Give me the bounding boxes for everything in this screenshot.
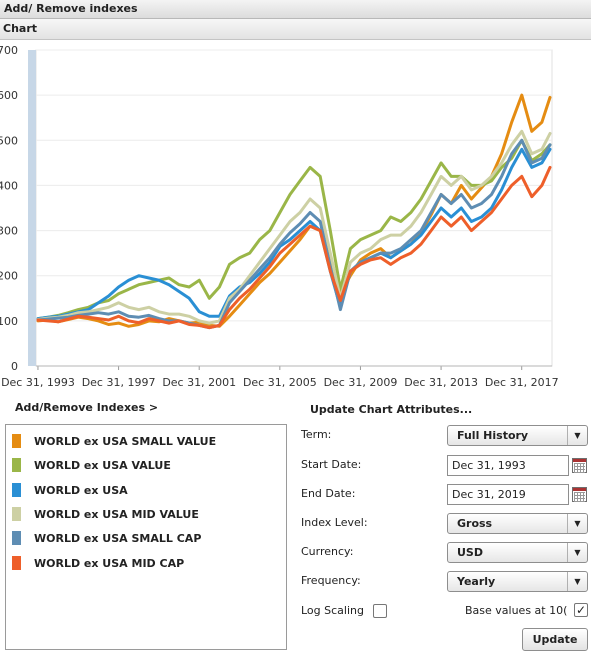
legend-label: WORLD ex USA MID VALUE (34, 507, 199, 521)
series-line (36, 165, 552, 330)
legend-swatch (12, 531, 21, 545)
performance-chart: 0 100 200 300 400 500 600 700 Dec 31, 1993 Dec 31… (0, 44, 559, 389)
calendar-icon[interactable] (572, 487, 587, 502)
legend-item[interactable]: WORLD ex USA SMALL CAP (12, 530, 201, 546)
legend-item[interactable]: WORLD ex USA MID VALUE (12, 506, 199, 522)
frequency-select[interactable]: Yearly ▼ (447, 571, 588, 592)
currency-value: USD (457, 546, 483, 559)
legend-swatch (12, 458, 21, 472)
x-tick-label: Dec 31, 2005 (243, 376, 317, 389)
index-level-label: Index Level: (301, 516, 368, 529)
add-remove-indexes-link[interactable]: Add/Remove Indexes > (15, 401, 159, 414)
log-scaling-label: Log Scaling (301, 604, 364, 617)
x-tick-label: Dec 31, 2001 (162, 376, 236, 389)
series-line (36, 147, 552, 321)
y-tick-label: 100 (0, 315, 18, 328)
legend-item[interactable]: WORLD ex USA MID CAP (12, 555, 184, 571)
legend-label: WORLD ex USA (34, 483, 128, 497)
term-value: Full History (457, 429, 529, 442)
checkmark-icon: ✓ (575, 603, 587, 617)
y-tick-label: 600 (0, 89, 18, 102)
legend-item[interactable]: WORLD ex USA SMALL VALUE (12, 433, 216, 449)
legend-label: WORLD ex USA MID CAP (34, 556, 185, 570)
update-button[interactable]: Update (522, 628, 588, 651)
calendar-icon[interactable] (572, 458, 587, 473)
base-values-label: Base values at 10( (465, 604, 568, 617)
x-tick-label: Dec 31, 2013 (404, 376, 478, 389)
base-values-checkbox[interactable]: ✓ (574, 603, 588, 617)
legend-swatch (12, 483, 21, 497)
series-line (36, 138, 552, 330)
chevron-down-icon[interactable]: ▼ (567, 514, 587, 533)
legend-item[interactable]: WORLD ex USA (12, 482, 128, 498)
currency-label: Currency: (301, 545, 354, 558)
y-tick-label: 700 (0, 44, 18, 57)
y-tick-label: 200 (0, 270, 18, 283)
chevron-down-icon[interactable]: ▼ (567, 543, 587, 562)
x-tick-label: Dec 31, 1993 (1, 376, 75, 389)
legend-item[interactable]: WORLD ex USA VALUE (12, 457, 171, 473)
currency-select[interactable]: USD ▼ (447, 542, 588, 563)
series-line (36, 129, 552, 325)
y-tick-label: 300 (0, 225, 18, 238)
index-legend-list: WORLD ex USA SMALL VALUE WORLD ex USA VA… (5, 424, 287, 650)
legend-label: WORLD ex USA VALUE (34, 458, 171, 472)
series-line (36, 93, 552, 328)
x-tick-label: Dec 31, 2009 (324, 376, 398, 389)
y-tick-label: 0 (11, 360, 18, 373)
end-date-input[interactable]: Dec 31, 2019 (447, 484, 569, 505)
chart-area: 0 100 200 300 400 500 600 700 Dec 31, 1993 Dec 31… (0, 40, 591, 392)
index-level-value: Gross (457, 517, 493, 530)
chevron-down-icon[interactable]: ▼ (567, 572, 587, 591)
start-date-label: Start Date: (301, 458, 362, 471)
log-scaling-checkbox[interactable] (373, 604, 387, 618)
update-chart-attributes-title: Update Chart Attributes... (310, 403, 473, 416)
frequency-value: Yearly (457, 575, 496, 588)
x-tick-label: Dec 31, 2017 (485, 376, 559, 389)
legend-swatch (12, 556, 21, 570)
y-tick-label: 400 (0, 179, 18, 192)
index-level-select[interactable]: Gross ▼ (447, 513, 588, 534)
term-label: Term: (301, 428, 332, 441)
legend-swatch (12, 434, 21, 448)
range-slider-strip (28, 50, 36, 366)
y-tick-label: 500 (0, 134, 18, 147)
chart-section-header: Chart (0, 19, 591, 40)
start-date-input[interactable]: Dec 31, 1993 (447, 455, 569, 476)
x-tick-label: Dec 31, 1997 (82, 376, 156, 389)
frequency-label: Frequency: (301, 574, 361, 587)
legend-label: WORLD ex USA SMALL VALUE (34, 434, 217, 448)
end-date-label: End Date: (301, 487, 356, 500)
chevron-down-icon[interactable]: ▼ (567, 426, 587, 445)
term-select[interactable]: Full History ▼ (447, 425, 588, 446)
add-remove-indexes-header[interactable]: Add/ Remove indexes (0, 0, 591, 19)
legend-label: WORLD ex USA SMALL CAP (34, 531, 202, 545)
legend-swatch (12, 507, 21, 521)
